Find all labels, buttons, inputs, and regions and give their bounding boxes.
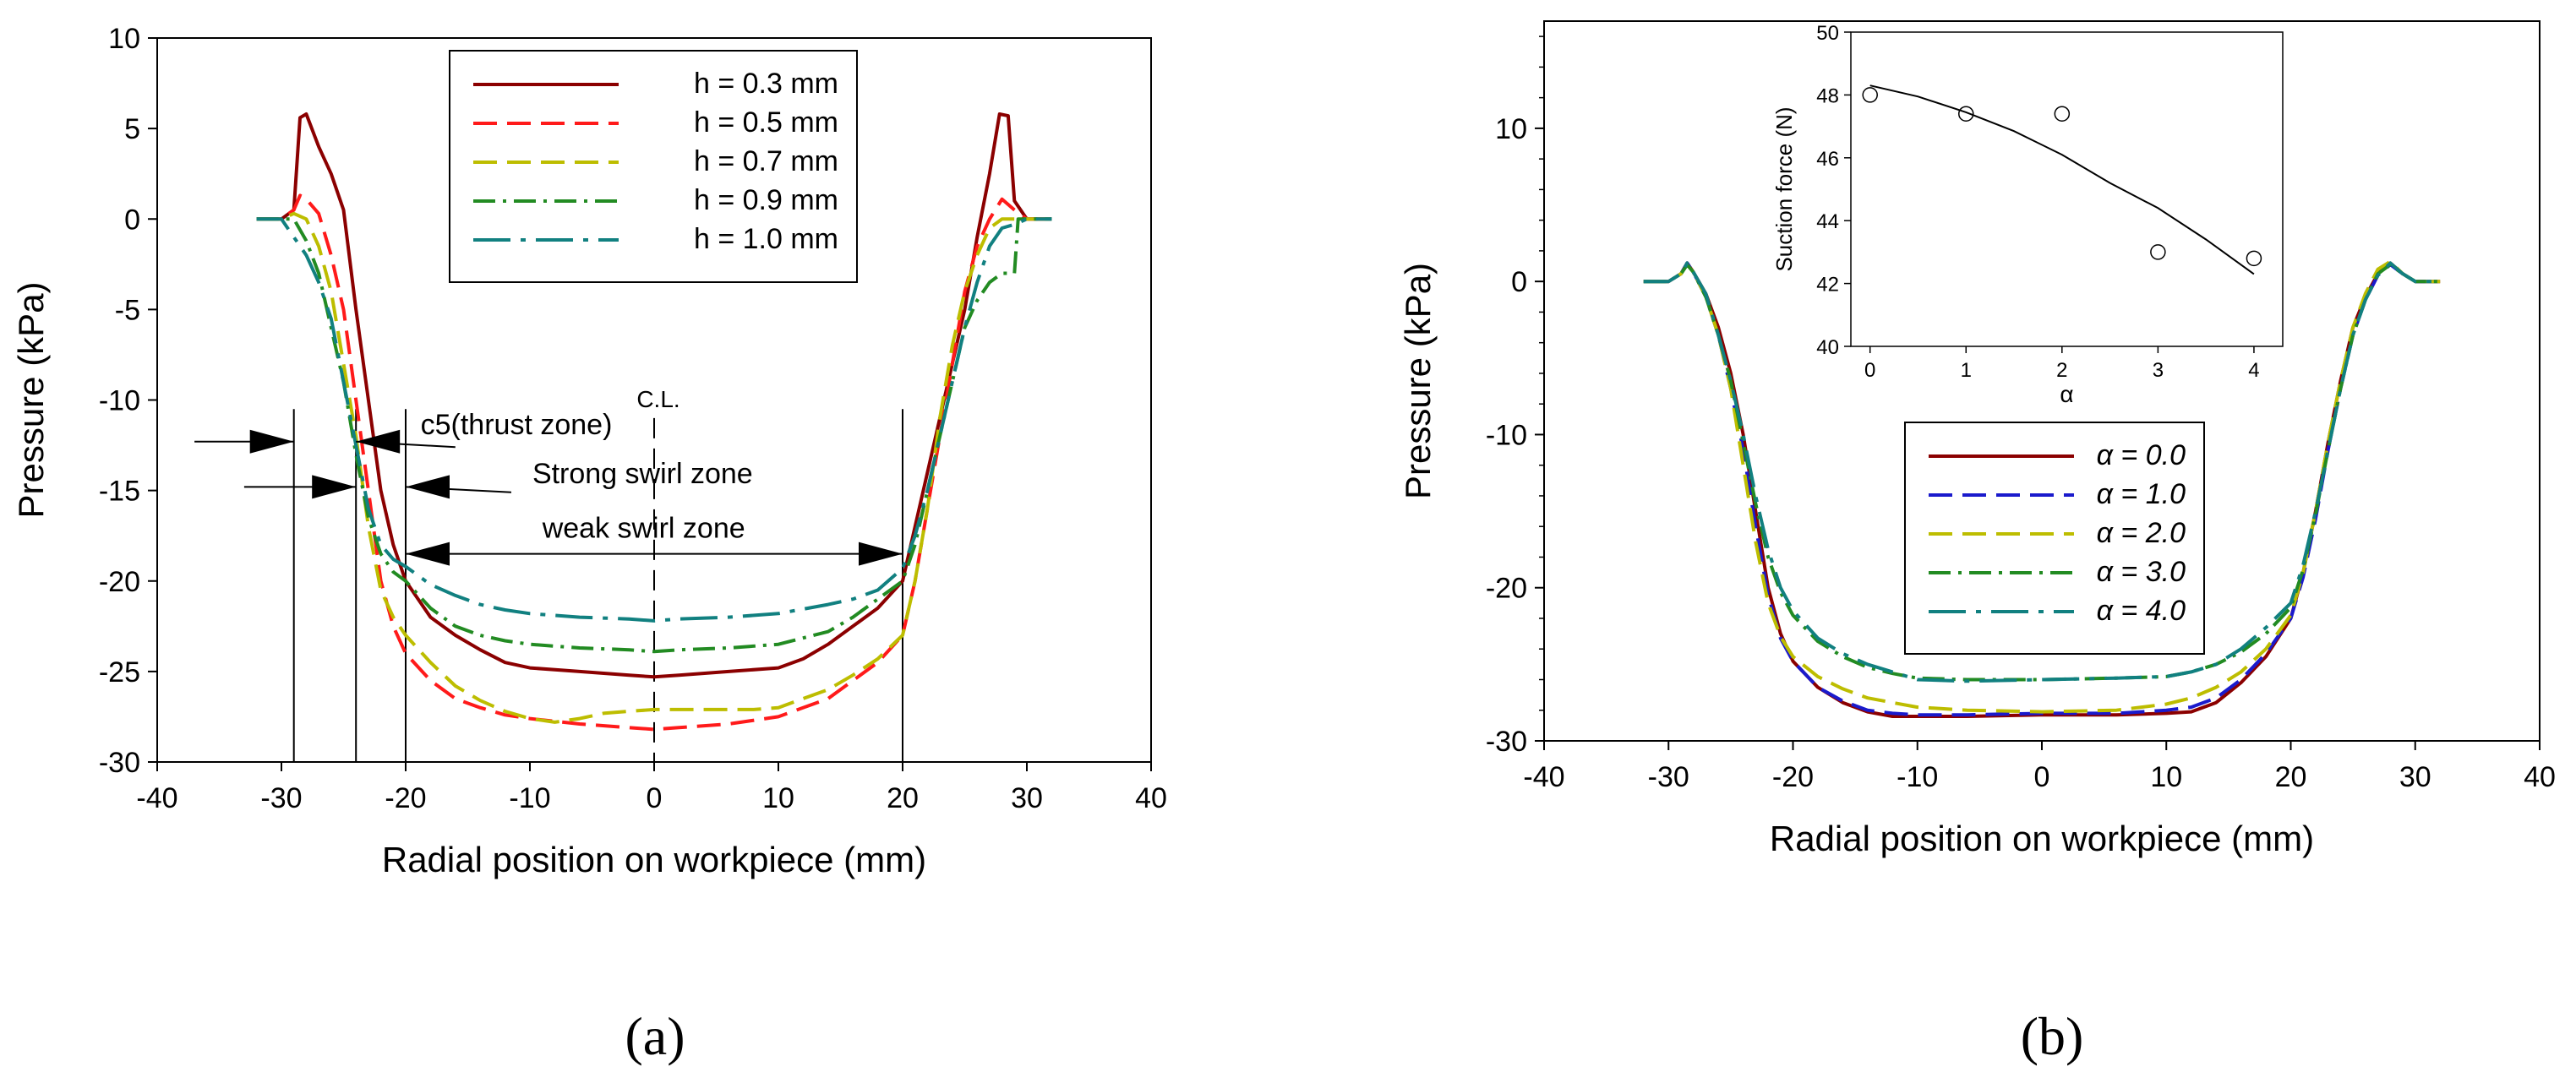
y-tick-label: 0 (1511, 266, 1527, 298)
inset-x-tick-label: 3 (2153, 359, 2164, 382)
inset-x-tick-label: 2 (2056, 359, 2067, 382)
thrust-arrowhead-right (356, 429, 401, 454)
x-tick-label: -10 (1897, 761, 1938, 793)
strong-swirl-arrowhead-right (406, 475, 450, 499)
x-tick-label: 40 (2524, 761, 2556, 793)
inset-x-tick-label: 0 (1864, 359, 1875, 382)
panel-label-a: (a) (625, 1006, 685, 1066)
thrust-zone-label: c5(thrust zone) (421, 409, 613, 441)
inset-data-point (2150, 244, 2166, 260)
y-axis-label: Pressure (kPa) (1398, 263, 1438, 499)
inset-y-tick-label: 40 (1816, 336, 1839, 359)
legend-entry: α = 1.0 (2097, 478, 2186, 510)
x-tick-label: 0 (2034, 761, 2050, 793)
weak-swirl-arrowhead-left (406, 542, 450, 566)
series-line (256, 217, 1052, 623)
inset-y-tick-label: 46 (1816, 148, 1839, 171)
x-tick-label: -40 (1523, 761, 1564, 793)
legend-entry: α = 3.0 (2097, 556, 2186, 588)
y-tick-label: -5 (115, 294, 140, 326)
legend-entry: h = 0.7 mm (694, 145, 838, 177)
x-tick-label: -40 (136, 782, 177, 814)
legend-entry: h = 1.0 mm (694, 223, 838, 255)
y-tick-label: -25 (99, 656, 140, 688)
inset-data-point (2054, 106, 2071, 122)
legend-entry: α = 0.0 (2097, 439, 2186, 471)
series-line (256, 211, 1052, 724)
x-tick-label: 20 (887, 782, 919, 814)
weak-swirl-label: weak swirl zone (542, 512, 745, 544)
x-tick-label: -30 (1648, 761, 1689, 793)
centerline-label: C.L. (636, 386, 679, 412)
inset-data-point (1958, 106, 1974, 122)
x-tick-label: -30 (260, 782, 302, 814)
x-tick-label: 30 (1011, 782, 1043, 814)
y-tick-label: -30 (99, 747, 140, 779)
x-axis-label: Radial position on workpiece (mm) (382, 840, 926, 879)
weak-swirl-arrowhead-right (859, 542, 903, 566)
inset-x-tick-label: 4 (2248, 359, 2259, 382)
y-tick-label: 5 (124, 113, 140, 145)
x-tick-label: -20 (385, 782, 426, 814)
x-tick-label: 10 (2150, 761, 2182, 793)
y-tick-label: -20 (99, 566, 140, 598)
inset-frame (1850, 31, 2284, 347)
x-tick-label: 20 (2275, 761, 2307, 793)
y-tick-label: -20 (1486, 573, 1527, 605)
x-tick-label: 0 (647, 782, 663, 814)
legend-entry: α = 4.0 (2097, 595, 2186, 627)
x-tick-label: 10 (762, 782, 794, 814)
chart-b: -40 -30 -20 -10 0 10 20 30 40-30-20-10010Radial … (1398, 20, 2556, 858)
y-axis-label: Pressure (kPa) (11, 281, 51, 518)
x-tick-label: 40 (1135, 782, 1167, 814)
series-line (1643, 261, 2441, 683)
x-tick-label: 30 (2399, 761, 2431, 793)
inset-data-point (2246, 250, 2262, 267)
legend-box (1904, 422, 2205, 655)
y-tick-label: -30 (1486, 726, 1527, 758)
inset-x-axis-label: α (2060, 381, 2073, 407)
inset-y-tick-label: 44 (1816, 210, 1839, 233)
inset-x-tick-label: 1 (1961, 359, 1972, 382)
thrust-arrowhead-left (249, 429, 294, 454)
panel-label-b: (b) (2021, 1006, 2084, 1066)
y-tick-label: -10 (99, 385, 140, 417)
y-tick-label: 10 (1495, 113, 1527, 145)
inset-y-tick-label: 50 (1816, 22, 1839, 45)
strong-swirl-label: Strong swirl zone (532, 458, 753, 490)
legend-entry: h = 0.9 mm (694, 184, 838, 216)
series-line (256, 112, 1052, 679)
inset-y-tick-label: 48 (1816, 84, 1839, 107)
y-tick-label: -10 (1486, 419, 1527, 451)
y-tick-label: 10 (108, 23, 140, 55)
legend-entry: h = 0.5 mm (694, 106, 838, 139)
inset-y-axis-label: Suction force (N) (1771, 106, 1797, 271)
y-tick-label: 0 (124, 204, 140, 236)
chart-a: -40 -30 -20 -10 0 10 20 30 40-30-25-20-15-10-505… (11, 23, 1167, 879)
inset-fit-curve (1869, 84, 2255, 275)
strong-swirl-arrowhead-left (312, 475, 357, 499)
x-tick-label: -20 (1772, 761, 1814, 793)
y-tick-label: -15 (99, 476, 140, 508)
legend-entry: h = 0.3 mm (694, 68, 838, 100)
x-axis-label: Radial position on workpiece (mm) (1770, 819, 2314, 858)
series-line (256, 217, 1052, 654)
inset-y-tick-label: 42 (1816, 274, 1839, 297)
legend-box (449, 50, 858, 283)
legend-entry: α = 2.0 (2097, 517, 2186, 549)
inset-data-point (1862, 87, 1878, 103)
x-tick-label: -10 (509, 782, 550, 814)
